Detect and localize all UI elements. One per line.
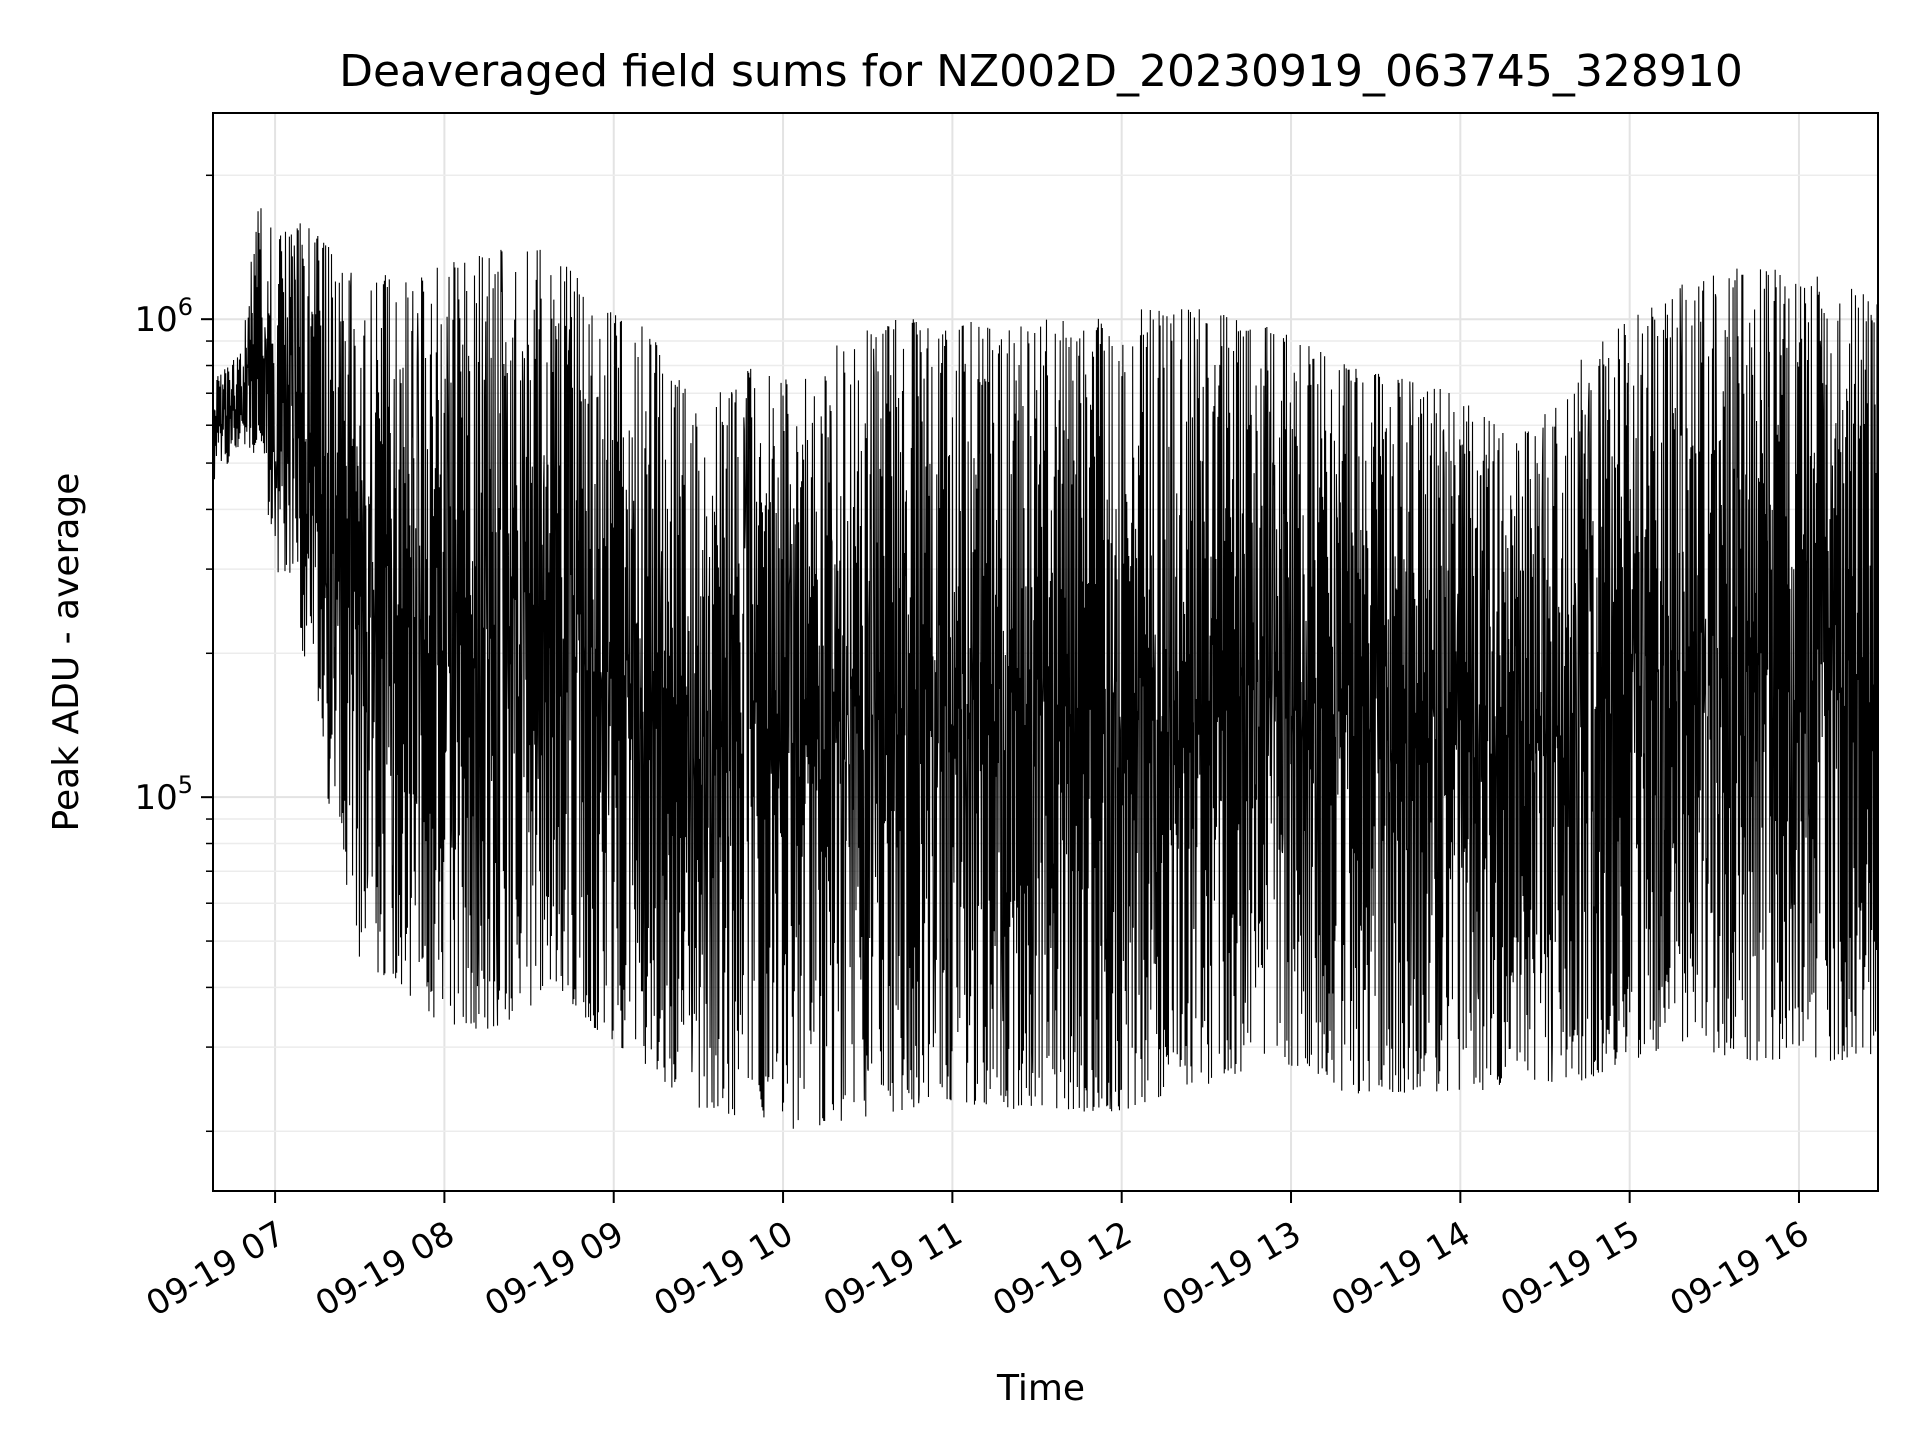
- y-axis-label: Peak ADU - average: [46, 473, 87, 832]
- y-tick-base: 10: [134, 778, 177, 818]
- y-tick-exponent: 6: [178, 293, 193, 321]
- y-tick-base: 10: [134, 300, 177, 340]
- y-tick-label: 106: [134, 293, 193, 340]
- y-tick-exponent: 5: [178, 771, 193, 799]
- plot-frame: [212, 112, 1879, 1192]
- series-line: [212, 208, 1879, 1129]
- series-path: [212, 208, 1879, 1129]
- x-axis-label: Time: [996, 1368, 1085, 1409]
- y-tick-label: 105: [134, 771, 193, 818]
- chart-title: Deaveraged field sums for NZ002D_2023091…: [339, 46, 1743, 97]
